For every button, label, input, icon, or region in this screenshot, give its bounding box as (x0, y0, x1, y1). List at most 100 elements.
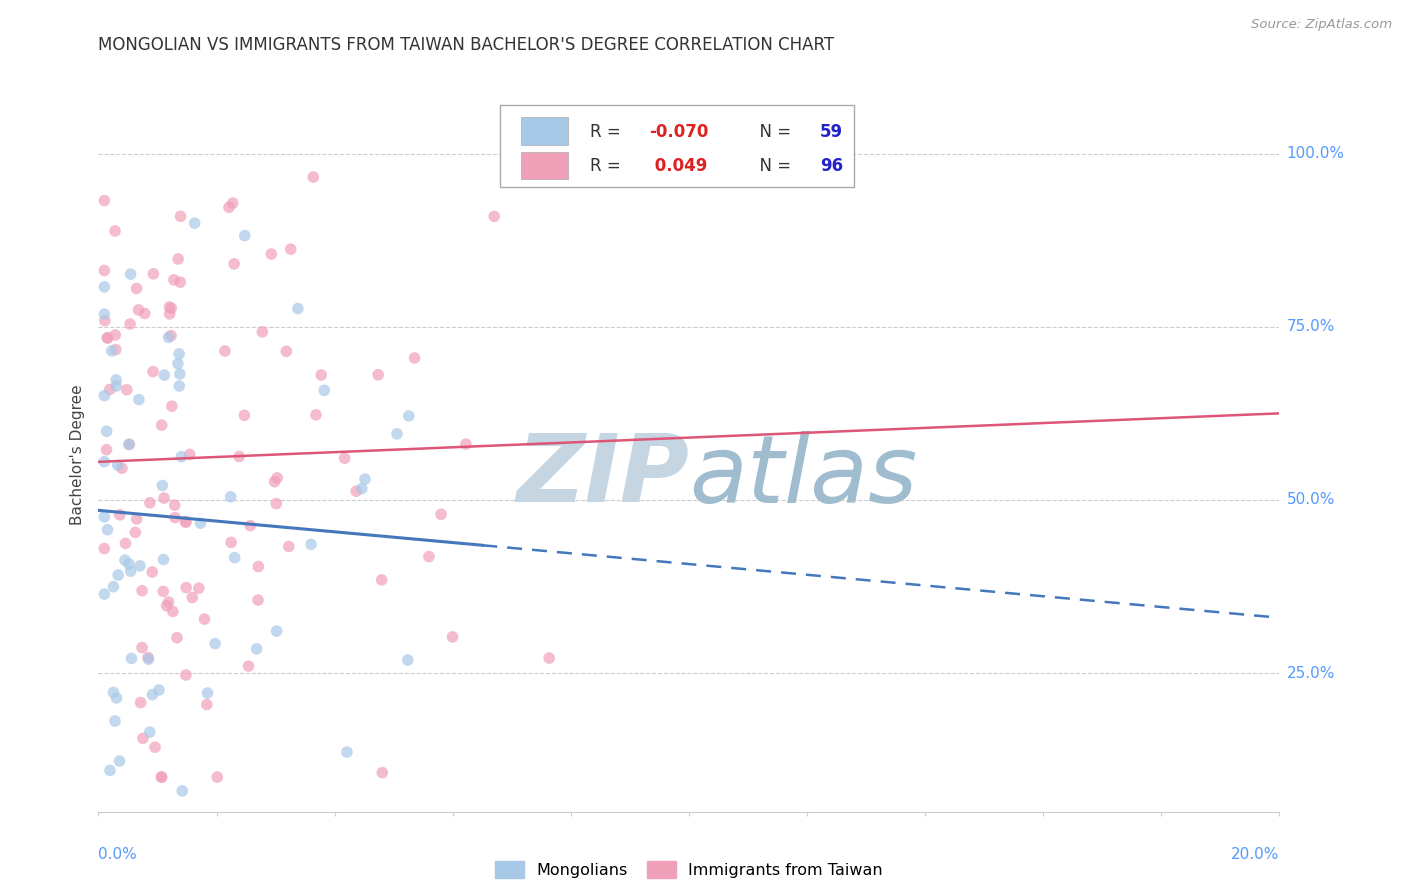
Point (305, 408, 328, 422)
Point (103, 685, 125, 699)
Legend: Mongolians, Immigrants from Taiwan: Mongolians, Immigrants from Taiwan (486, 854, 891, 886)
Point (187, 581, 209, 595)
Text: N =: N = (749, 123, 797, 141)
FancyBboxPatch shape (522, 152, 568, 178)
Text: 75.0%: 75.0% (1286, 319, 1334, 334)
Point (302, 169, 325, 184)
Point (150, 770, 173, 784)
Point (128, 392, 150, 407)
Point (115, 383, 138, 397)
Point (96, 424, 118, 438)
Text: 0.0%: 0.0% (98, 847, 138, 863)
Point (120, 267, 142, 281)
Point (228, 450, 250, 464)
Point (118, 437, 141, 451)
Point (222, 257, 245, 271)
Point (111, 461, 134, 475)
Point (333, 451, 356, 466)
Text: 96: 96 (820, 157, 844, 175)
Point (155, 599, 177, 613)
Point (169, 379, 191, 393)
Point (219, 535, 242, 549)
Point (354, 472, 377, 486)
Point (224, 550, 246, 565)
Point (107, 458, 129, 473)
Text: 50.0%: 50.0% (1286, 492, 1334, 508)
Point (128, 302, 150, 317)
Point (404, 351, 426, 365)
Text: atlas: atlas (689, 431, 917, 522)
Point (214, 343, 236, 358)
Point (129, 696, 152, 710)
Point (153, 368, 176, 383)
Point (276, 344, 298, 359)
Point (371, 765, 394, 780)
Point (93, 263, 115, 277)
Point (93, 307, 115, 321)
Point (260, 247, 283, 261)
Point (166, 631, 188, 645)
Point (204, 637, 226, 651)
Point (183, 216, 205, 230)
FancyBboxPatch shape (501, 105, 855, 187)
Point (195, 698, 218, 712)
Point (139, 496, 162, 510)
Point (174, 516, 197, 530)
Point (179, 447, 201, 461)
Point (131, 583, 153, 598)
Point (418, 549, 440, 564)
Point (280, 242, 302, 256)
Point (252, 325, 274, 339)
Point (207, 770, 229, 784)
Point (247, 559, 270, 574)
Text: 0.049: 0.049 (648, 157, 707, 175)
Point (114, 553, 136, 567)
Point (287, 301, 309, 316)
Point (167, 252, 190, 266)
Text: Source: ZipAtlas.com: Source: ZipAtlas.com (1251, 18, 1392, 31)
Point (160, 301, 183, 316)
Point (367, 368, 389, 382)
Point (120, 564, 142, 578)
Point (150, 770, 173, 784)
Point (197, 686, 219, 700)
Point (169, 210, 191, 224)
Point (114, 536, 136, 550)
Point (159, 307, 181, 321)
Point (120, 317, 142, 331)
Point (98, 764, 121, 778)
Y-axis label: Bachelor's Degree: Bachelor's Degree (70, 384, 86, 525)
Point (169, 275, 191, 289)
Point (96, 331, 118, 345)
Text: MONGOLIAN VS IMMIGRANTS FROM TAIWAN BACHELOR'S DEGREE CORRELATION CHART: MONGOLIAN VS IMMIGRANTS FROM TAIWAN BACH… (98, 36, 835, 54)
Point (172, 784, 194, 798)
Text: 100.0%: 100.0% (1286, 146, 1344, 161)
Point (160, 328, 183, 343)
Point (157, 595, 180, 609)
Point (104, 343, 127, 357)
Point (150, 478, 173, 492)
Point (125, 512, 148, 526)
Point (93, 194, 115, 208)
Point (118, 557, 141, 571)
Point (193, 612, 215, 626)
Point (100, 343, 122, 358)
Point (138, 652, 160, 666)
Point (163, 273, 186, 287)
Point (350, 482, 373, 496)
Point (385, 426, 408, 441)
Point (174, 581, 197, 595)
Point (108, 754, 131, 768)
Point (98, 383, 121, 397)
Point (104, 714, 127, 728)
Point (121, 651, 143, 665)
Point (93, 541, 115, 556)
Point (94, 314, 117, 328)
FancyBboxPatch shape (522, 118, 568, 145)
Point (93, 280, 115, 294)
Point (219, 490, 242, 504)
Point (157, 330, 180, 344)
Point (93, 509, 115, 524)
Point (396, 653, 419, 667)
Point (170, 450, 193, 464)
